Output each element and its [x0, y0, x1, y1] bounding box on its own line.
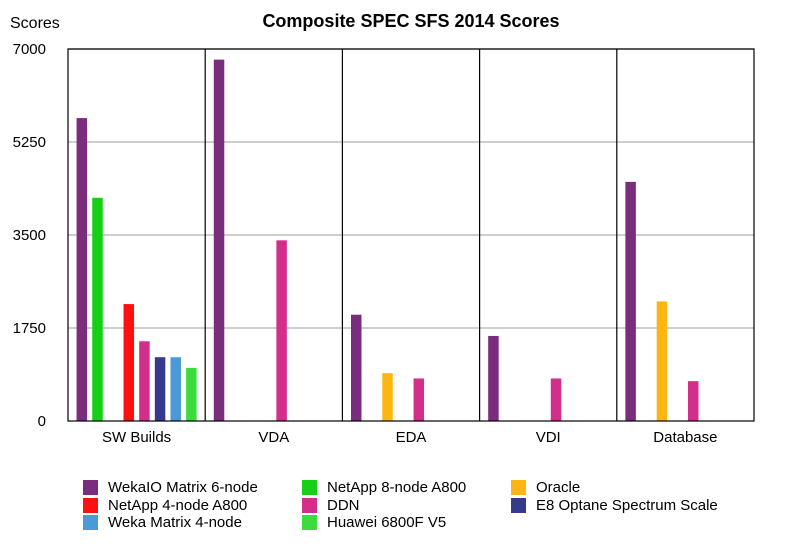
- bar: [139, 341, 150, 421]
- x-tick-label: EDA: [396, 429, 427, 446]
- bar: [154, 357, 166, 421]
- bar: [123, 304, 135, 421]
- x-tick-label: Database: [653, 429, 717, 446]
- x-tick-label: SW Builds: [102, 429, 171, 446]
- y-tick-label: 0: [38, 413, 46, 430]
- y-tick-label: 7000: [13, 41, 46, 58]
- y-tick-label: 5250: [13, 134, 46, 151]
- x-tick-label: VDI: [536, 429, 561, 446]
- y-axis-label: Scores: [10, 15, 60, 32]
- bar: [186, 367, 197, 421]
- bar: [213, 59, 225, 421]
- bar: [656, 301, 668, 421]
- bar: [413, 378, 425, 421]
- chart-title: Composite SPEC SFS 2014 Scores: [262, 11, 559, 31]
- y-tick-label: 1750: [13, 320, 46, 337]
- bar: [687, 381, 699, 421]
- bar: [276, 240, 287, 421]
- bar: [76, 118, 88, 421]
- bar: [550, 378, 562, 421]
- bar: [350, 314, 362, 421]
- bar: [625, 181, 636, 421]
- bar: [170, 357, 181, 421]
- plot-frame: [67, 48, 755, 422]
- bar: [488, 335, 499, 421]
- bar: [92, 197, 103, 421]
- bar: [382, 373, 393, 421]
- x-tick-label: VDA: [258, 429, 289, 446]
- y-tick-label: 3500: [13, 227, 46, 244]
